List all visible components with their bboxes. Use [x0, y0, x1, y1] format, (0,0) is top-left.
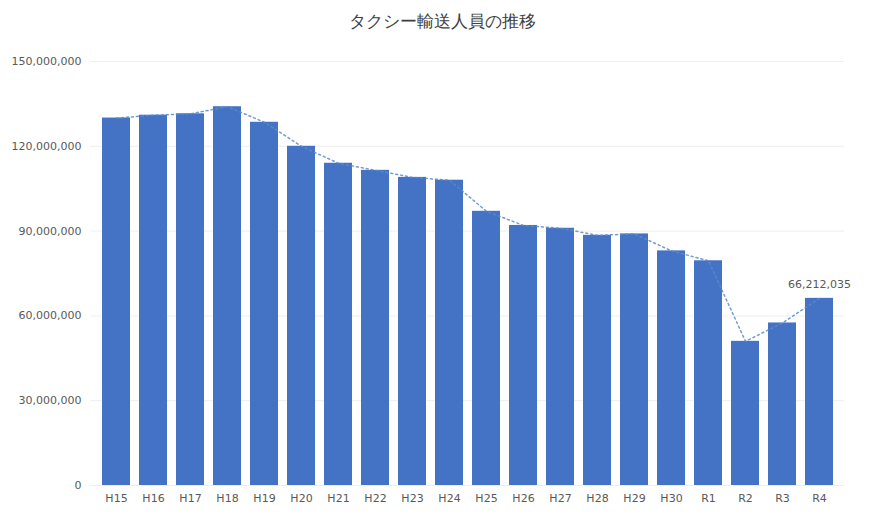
- svg-text:H20: H20: [290, 492, 312, 505]
- svg-text:90,000,000: 90,000,000: [19, 225, 82, 238]
- svg-text:H18: H18: [216, 492, 238, 505]
- svg-text:150,000,000: 150,000,000: [12, 55, 82, 68]
- svg-text:H23: H23: [401, 492, 423, 505]
- svg-text:0: 0: [75, 479, 82, 492]
- svg-text:R1: R1: [701, 492, 716, 505]
- svg-text:H26: H26: [512, 492, 534, 505]
- html-text:タクシー輸送人員の推移: タクシー輸送人員の推移: [348, 11, 536, 31]
- svg-text:H22: H22: [364, 492, 386, 505]
- svg-text:R2: R2: [738, 492, 753, 505]
- svg-text:120,000,000: 120,000,000: [12, 140, 82, 153]
- svg-text:R3: R3: [775, 492, 790, 505]
- svg-text:H27: H27: [549, 492, 571, 505]
- svg-text:H21: H21: [327, 492, 349, 505]
- svg-text:H19: H19: [253, 492, 275, 505]
- svg-text:H17: H17: [179, 492, 201, 505]
- svg-text:60,000,000: 60,000,000: [19, 309, 82, 322]
- svg-text:R4: R4: [812, 492, 827, 505]
- svg-text:H25: H25: [475, 492, 497, 505]
- svg-text:H30: H30: [660, 492, 682, 505]
- svg-text:H15: H15: [105, 492, 127, 505]
- svg-text:H28: H28: [586, 492, 608, 505]
- svg-text:66,212,035: 66,212,035: [788, 278, 851, 291]
- svg-text:H29: H29: [623, 492, 645, 505]
- svg-text:H24: H24: [438, 492, 460, 505]
- svg-text:H16: H16: [142, 492, 164, 505]
- svg-text:30,000,000: 30,000,000: [19, 394, 82, 407]
